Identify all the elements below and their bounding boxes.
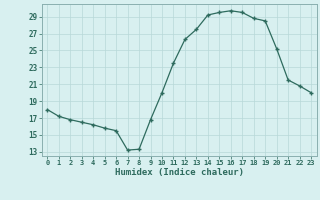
X-axis label: Humidex (Indice chaleur): Humidex (Indice chaleur) [115,168,244,177]
